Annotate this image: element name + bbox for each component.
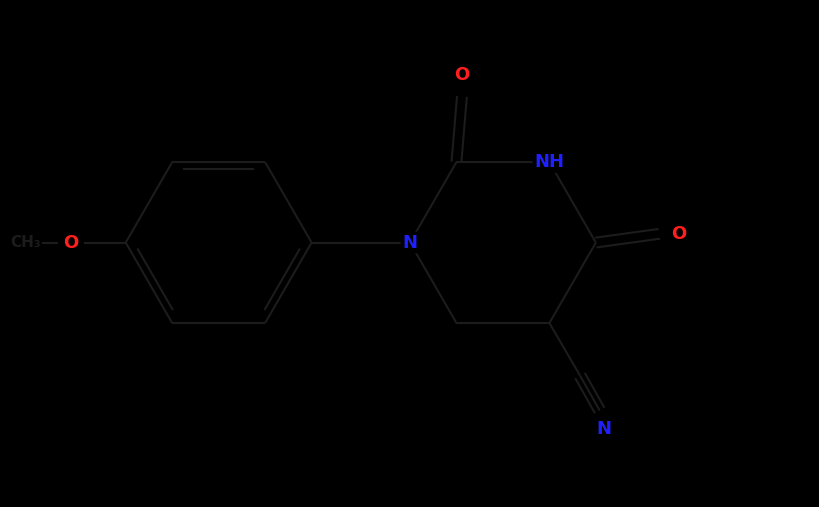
Text: NH: NH [534,153,563,171]
Text: O: O [671,225,686,243]
Text: CH₃: CH₃ [10,235,40,250]
Text: N: N [402,234,417,251]
Text: N: N [596,420,611,438]
Text: O: O [454,65,469,84]
Text: O: O [63,234,79,251]
